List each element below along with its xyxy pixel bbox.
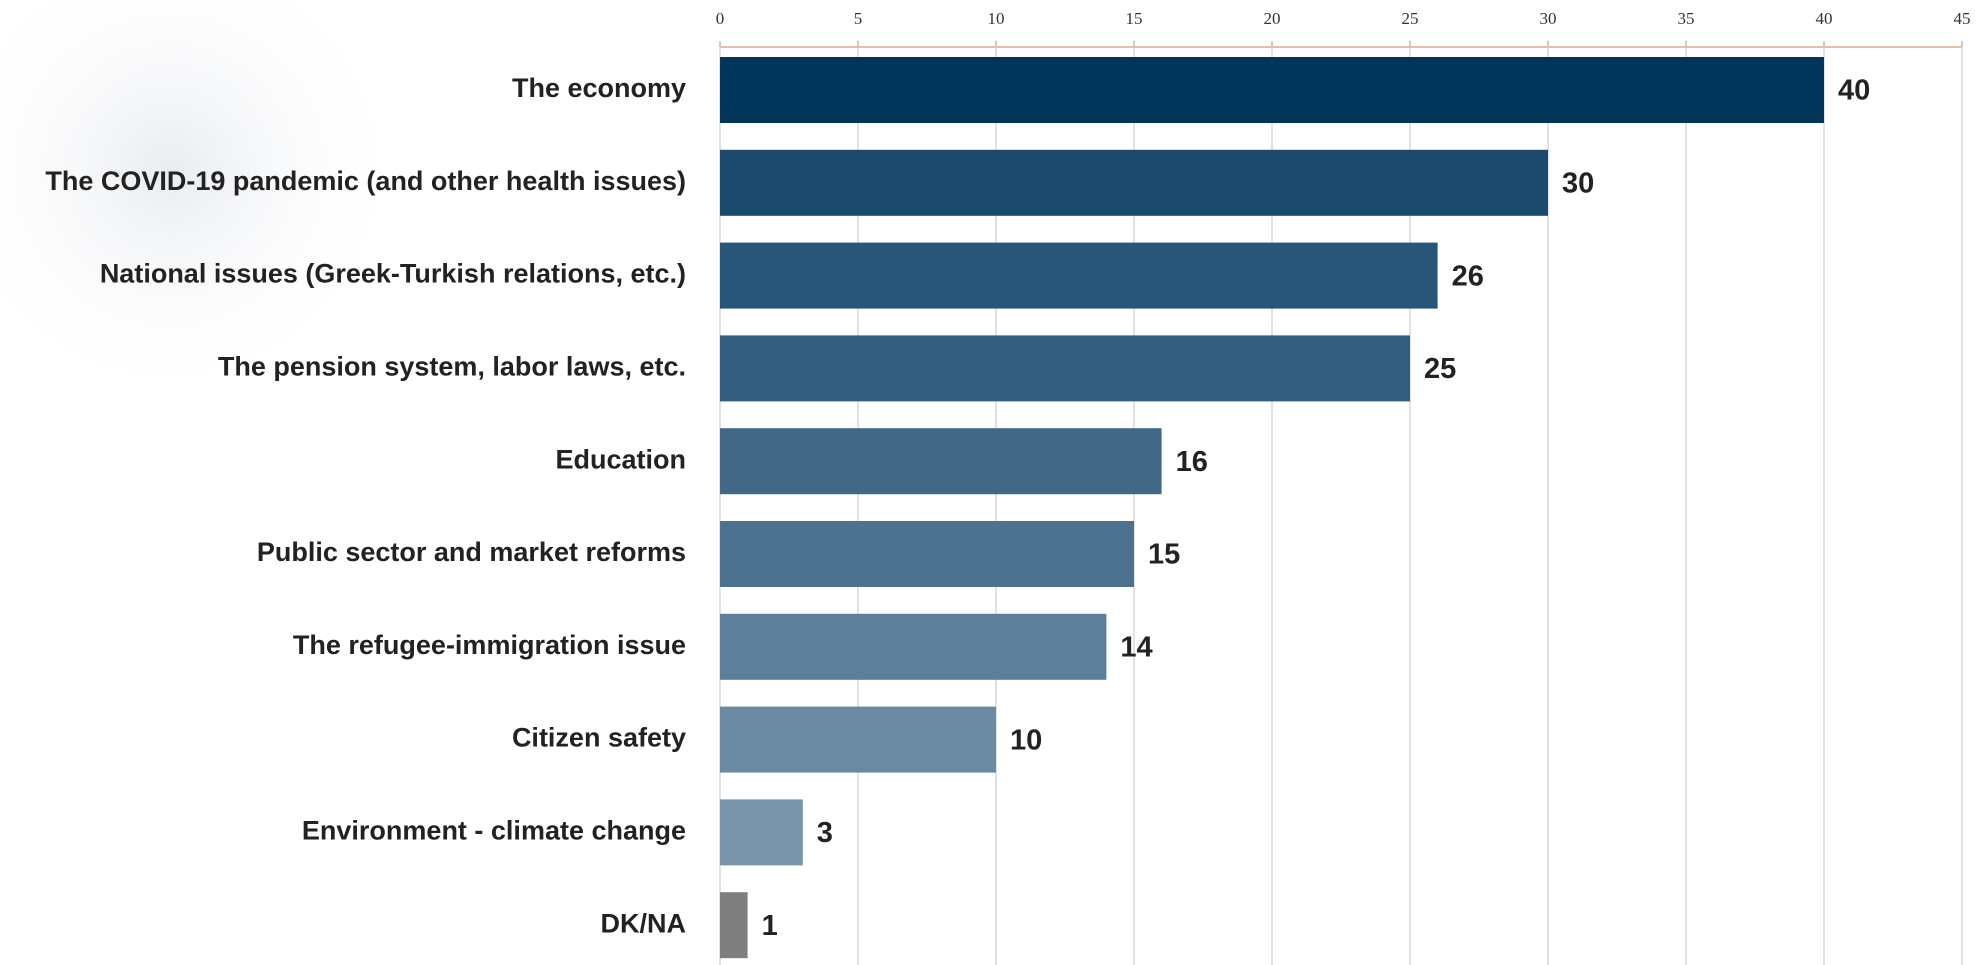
value-label: 3 bbox=[817, 817, 833, 849]
x-tick-label: 15 bbox=[1126, 9, 1143, 28]
x-tick-label: 5 bbox=[854, 9, 863, 28]
x-tick-label: 40 bbox=[1816, 9, 1833, 28]
category-label: Citizen safety bbox=[512, 723, 686, 753]
category-label: The pension system, labor laws, etc. bbox=[218, 352, 686, 382]
category-label: Education bbox=[555, 444, 686, 474]
value-label: 26 bbox=[1452, 260, 1484, 292]
background-decoration bbox=[0, 0, 410, 410]
value-label: 10 bbox=[1010, 724, 1042, 756]
category-label: The COVID-19 pandemic (and other health … bbox=[45, 166, 686, 196]
x-tick-label: 25 bbox=[1402, 9, 1419, 28]
x-tick-label: 35 bbox=[1678, 9, 1695, 28]
category-label: The refugee-immigration issue bbox=[293, 630, 686, 660]
value-label: 14 bbox=[1120, 631, 1152, 663]
x-tick-label: 0 bbox=[716, 9, 725, 28]
bar bbox=[720, 57, 1824, 123]
bar bbox=[720, 428, 1162, 495]
value-label: 16 bbox=[1176, 446, 1208, 478]
category-label: National issues (Greek-Turkish relations… bbox=[100, 259, 686, 289]
bar bbox=[720, 242, 1438, 309]
category-label: The economy bbox=[512, 73, 686, 103]
category-label: DK/NA bbox=[601, 908, 687, 938]
x-tick-label: 10 bbox=[988, 9, 1005, 28]
x-tick-label: 30 bbox=[1540, 9, 1557, 28]
bar bbox=[720, 613, 1107, 680]
value-label: 30 bbox=[1562, 167, 1594, 199]
bar bbox=[720, 149, 1548, 216]
value-label: 40 bbox=[1838, 75, 1870, 107]
value-label: 25 bbox=[1424, 353, 1456, 385]
bar bbox=[720, 799, 803, 866]
x-tick-label: 45 bbox=[1954, 9, 1971, 28]
category-label: Environment - climate change bbox=[302, 816, 686, 846]
category-label: Public sector and market reforms bbox=[257, 537, 686, 567]
bar bbox=[720, 706, 996, 773]
bar bbox=[720, 521, 1134, 587]
value-label: 15 bbox=[1148, 539, 1180, 571]
bar bbox=[720, 335, 1410, 402]
bar bbox=[720, 892, 748, 959]
x-tick-label: 20 bbox=[1264, 9, 1281, 28]
value-label: 1 bbox=[762, 910, 778, 942]
